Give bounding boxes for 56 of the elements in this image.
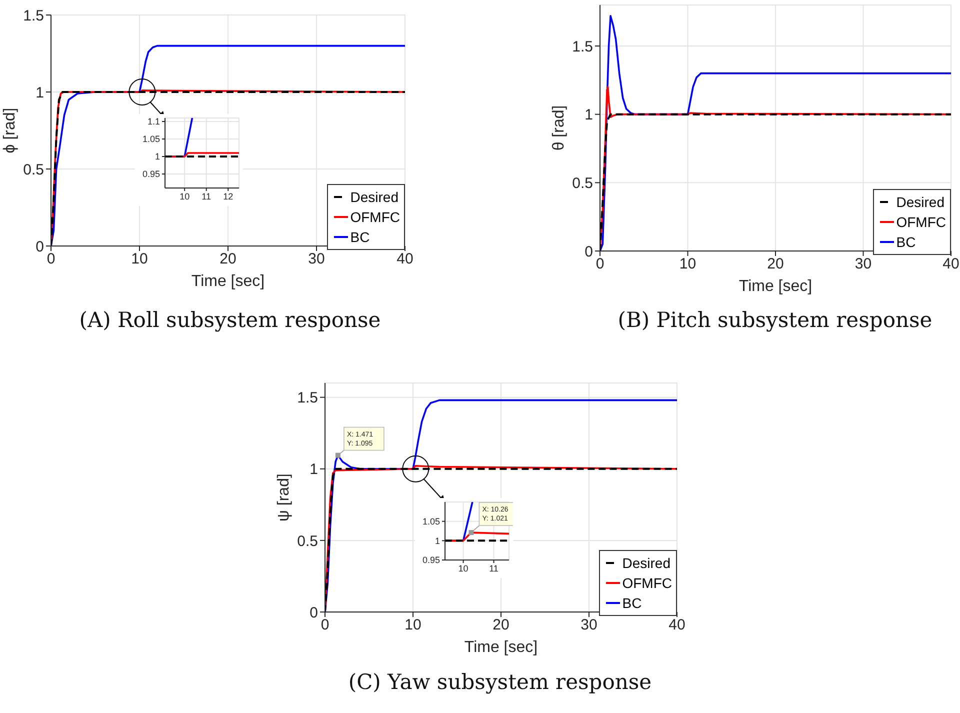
x-tick-label: 0 (596, 256, 604, 273)
x-tick-label: 30 (308, 250, 325, 268)
x-tick-label: 20 (767, 256, 784, 273)
x-tick-label: 11 (489, 563, 498, 574)
legend-label: Desired (350, 188, 398, 207)
legend-label: OFMFC (896, 213, 946, 232)
x-tick-label: 30 (854, 256, 872, 273)
y-tick-label: 1.5 (572, 38, 593, 56)
x-tick-label: 40 (396, 250, 414, 268)
x-tick-label: 20 (492, 616, 510, 634)
x-tick-label: 0 (46, 250, 56, 268)
x-axis-title: Time [sec] (191, 273, 265, 290)
x-tick-label: 10 (404, 616, 422, 634)
y-tick-label: 1.5 (23, 7, 44, 24)
y-tick-label: 0.95 (422, 555, 440, 566)
x-tick-label: 12 (223, 191, 234, 202)
legend-label: BC (622, 594, 642, 613)
y-tick-label: 1 (584, 106, 593, 124)
y-tick-label: 0 (310, 604, 318, 622)
y-axis-title: ψ [rad] (276, 474, 293, 522)
y-axis-title: θ [rad] (550, 105, 568, 151)
y-tick-label: 0.5 (297, 532, 318, 550)
x-tick-label: 0 (320, 616, 330, 634)
y-tick-label: 1.1 (147, 116, 160, 127)
y-tick-label: 0.5 (23, 161, 44, 178)
y-tick-label: 1 (36, 84, 44, 102)
legend-label: OFMFC (622, 574, 672, 593)
y-tick-label: 1 (434, 536, 440, 546)
legend-label: Desired (896, 193, 944, 212)
x-tick-label: 10 (131, 250, 148, 268)
y-axis-title: ϕ [rad] (2, 108, 19, 154)
text: (A) Roll subsystem response (78, 308, 382, 332)
x-tick-label: 40 (942, 256, 960, 273)
x-tick-label: 10 (180, 191, 190, 202)
y-tick-label: 1 (154, 152, 160, 162)
text: (B) Pitch subsystem response (616, 308, 934, 332)
text: (C) Yaw subsystem response (347, 670, 653, 694)
y-tick-label: 1.05 (422, 516, 440, 527)
y-tick-label: 0.5 (572, 174, 593, 192)
x-tick-label: 20 (220, 250, 236, 268)
legend-label: BC (896, 233, 916, 252)
x-axis-title: Time [sec] (464, 639, 538, 656)
y-tick-label: 1.5 (297, 390, 318, 407)
x-axis-title: Time [sec] (738, 278, 812, 295)
y-tick-label: 1.05 (142, 134, 160, 144)
legend-label: Desired (622, 554, 670, 573)
x-tick-label: 30 (580, 616, 598, 634)
y-tick-label: 0.95 (142, 169, 160, 180)
x-tick-label: 40 (668, 616, 686, 634)
legend-label: BC (350, 228, 370, 247)
y-tick-label: 0 (36, 238, 44, 256)
x-tick-label: 10 (458, 563, 468, 574)
x-tick-label: 11 (202, 191, 212, 202)
x-tick-label: 10 (679, 256, 696, 273)
legend-label: OFMFC (350, 208, 400, 227)
y-tick-label: 1 (310, 461, 318, 478)
